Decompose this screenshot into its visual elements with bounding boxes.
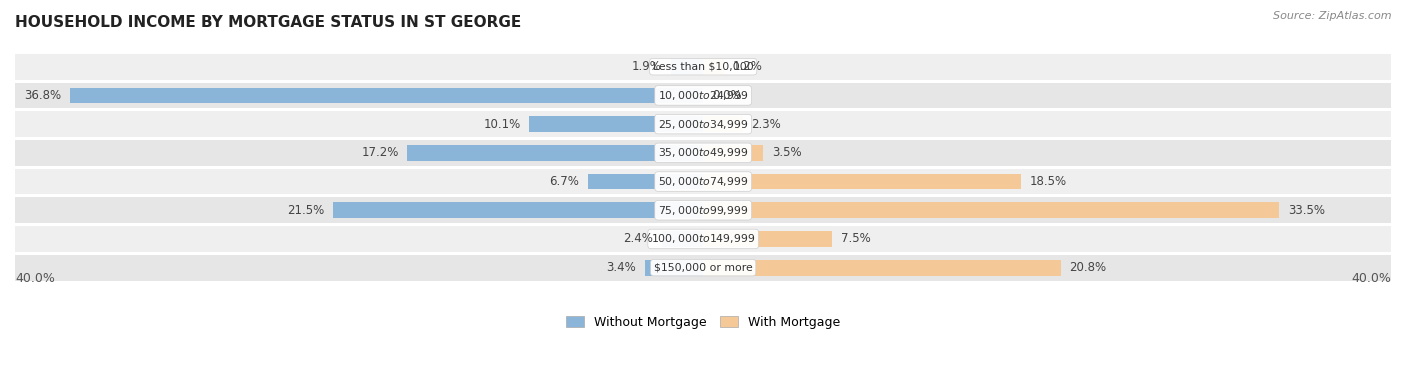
Bar <box>703 116 742 132</box>
Bar <box>15 226 1391 252</box>
Bar <box>703 202 1279 218</box>
Bar <box>703 145 763 161</box>
Text: 18.5%: 18.5% <box>1029 175 1067 188</box>
Bar <box>703 260 1062 276</box>
Bar <box>15 82 1391 108</box>
Bar <box>408 145 703 161</box>
Text: $35,000 to $49,999: $35,000 to $49,999 <box>658 146 748 160</box>
Text: 7.5%: 7.5% <box>841 232 870 245</box>
Text: $50,000 to $74,999: $50,000 to $74,999 <box>658 175 748 188</box>
Bar <box>530 116 703 132</box>
Text: 2.3%: 2.3% <box>751 118 782 131</box>
Text: 21.5%: 21.5% <box>288 204 325 217</box>
Bar <box>703 59 724 74</box>
Legend: Without Mortgage, With Mortgage: Without Mortgage, With Mortgage <box>561 311 845 334</box>
Text: 10.1%: 10.1% <box>484 118 520 131</box>
Bar <box>15 140 1391 166</box>
Text: $150,000 or more: $150,000 or more <box>654 263 752 273</box>
Bar <box>70 88 703 103</box>
Text: $100,000 to $149,999: $100,000 to $149,999 <box>651 232 755 245</box>
Bar <box>15 197 1391 223</box>
Text: 2.4%: 2.4% <box>623 232 654 245</box>
Text: $25,000 to $34,999: $25,000 to $34,999 <box>658 118 748 131</box>
Bar <box>333 202 703 218</box>
Bar <box>15 255 1391 280</box>
Text: 20.8%: 20.8% <box>1070 261 1107 274</box>
Text: $10,000 to $24,999: $10,000 to $24,999 <box>658 89 748 102</box>
Text: 1.9%: 1.9% <box>633 60 662 73</box>
Bar <box>15 54 1391 80</box>
Text: 1.2%: 1.2% <box>733 60 762 73</box>
Text: 3.4%: 3.4% <box>606 261 636 274</box>
Bar <box>588 174 703 189</box>
Text: Source: ZipAtlas.com: Source: ZipAtlas.com <box>1274 11 1392 21</box>
Text: 33.5%: 33.5% <box>1288 204 1324 217</box>
Text: 40.0%: 40.0% <box>1351 272 1391 285</box>
Bar <box>645 260 703 276</box>
Bar <box>662 231 703 247</box>
Text: 36.8%: 36.8% <box>25 89 62 102</box>
Bar <box>15 111 1391 137</box>
Text: 0.0%: 0.0% <box>711 89 741 102</box>
Bar <box>671 59 703 74</box>
Text: 3.5%: 3.5% <box>772 146 801 160</box>
Text: 17.2%: 17.2% <box>361 146 399 160</box>
Text: 40.0%: 40.0% <box>15 272 55 285</box>
Text: 6.7%: 6.7% <box>550 175 579 188</box>
Bar <box>703 174 1021 189</box>
Text: Less than $10,000: Less than $10,000 <box>652 62 754 72</box>
Bar <box>15 169 1391 194</box>
Bar <box>703 231 832 247</box>
Text: $75,000 to $99,999: $75,000 to $99,999 <box>658 204 748 217</box>
Text: HOUSEHOLD INCOME BY MORTGAGE STATUS IN ST GEORGE: HOUSEHOLD INCOME BY MORTGAGE STATUS IN S… <box>15 15 522 30</box>
